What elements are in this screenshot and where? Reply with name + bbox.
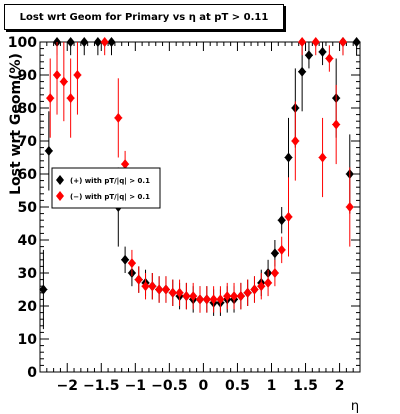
chart-title-box: Lost wrt Geom for Primary vs η at pT > 0… (4, 4, 284, 30)
y-axis-label: Lost wrt Geom(%) (8, 53, 24, 195)
data-series (39, 37, 361, 330)
legend-label: (+) with pT/|q| > 0.1 (70, 177, 150, 186)
y-tick-label: 100 (8, 35, 37, 51)
x-axis-ticks: −2 −1.5 −1 −0.5 0 0.5 1 1.5 2 (46, 42, 361, 394)
data-point (291, 136, 300, 146)
data-point (161, 284, 170, 295)
data-point (209, 294, 218, 305)
data-point (298, 37, 307, 47)
x-tick-label: 1.5 (293, 378, 318, 394)
legend-label: (−) with pT/|q| > 0.1 (70, 193, 150, 202)
data-point (141, 281, 150, 292)
chart-title: Lost wrt Geom for Primary vs η at pT > 0… (19, 11, 269, 23)
data-point (66, 93, 75, 104)
data-point (127, 258, 136, 269)
data-point (298, 66, 307, 77)
data-point (39, 284, 48, 295)
data-point (277, 244, 286, 255)
y-tick-label: 20 (18, 299, 38, 315)
data-point (345, 202, 354, 212)
x-axis-label: η (351, 399, 359, 414)
data-point (93, 37, 102, 47)
x-tick-label: 2 (335, 378, 345, 394)
data-point (202, 294, 211, 305)
data-point (196, 294, 204, 305)
data-point (264, 277, 273, 288)
y-tick-label: 80 (18, 101, 38, 117)
x-tick-label: −2 (56, 378, 77, 394)
data-point (284, 211, 293, 222)
data-point (243, 287, 252, 298)
data-point (121, 254, 130, 265)
data-point (325, 53, 334, 64)
data-point (100, 37, 109, 47)
data-point (175, 287, 184, 298)
legend-box (51, 167, 161, 209)
data-point (277, 215, 286, 226)
y-tick-label: 60 (18, 167, 38, 183)
y-tick-label: 10 (18, 332, 38, 348)
data-point (134, 274, 143, 285)
data-point (230, 291, 239, 302)
data-point (148, 281, 157, 292)
data-point (250, 284, 259, 295)
data-point (155, 284, 164, 295)
data-point (107, 37, 116, 47)
data-point (311, 37, 320, 47)
data-point (318, 152, 327, 163)
x-tick-label: −1.5 (83, 378, 120, 394)
data-point (332, 119, 341, 130)
data-point (223, 291, 232, 302)
data-point (257, 281, 266, 292)
data-point (66, 37, 75, 47)
x-tick-label: −0.5 (151, 378, 188, 394)
y-axis-ticks: 0 10 20 30 40 50 60 70 80 90 100 (8, 35, 360, 381)
data-point (114, 112, 123, 123)
data-point (189, 291, 198, 302)
legend-marker (56, 191, 64, 201)
data-point (46, 93, 55, 104)
data-point (44, 145, 53, 156)
y-tick-label: 30 (18, 266, 38, 282)
y-tick-label: 50 (18, 200, 38, 216)
data-point (352, 37, 361, 47)
y-tick-label: 0 (27, 365, 37, 381)
data-point (80, 37, 89, 47)
y-tick-label: 70 (18, 134, 38, 150)
data-point (182, 291, 191, 302)
data-point (304, 50, 313, 61)
data-point (236, 291, 245, 302)
x-tick-label: 0.5 (225, 378, 250, 394)
x-tick-label: 1 (267, 378, 277, 394)
series-2 (46, 37, 354, 313)
data-point (168, 287, 177, 298)
data-point (121, 159, 130, 170)
data-point (59, 76, 68, 87)
data-point (53, 70, 62, 80)
data-point (270, 248, 279, 259)
data-point (73, 70, 82, 80)
data-point (270, 268, 279, 278)
y-tick-label: 40 (18, 233, 38, 249)
legend-marker (56, 175, 64, 185)
x-tick-label: 0 (199, 378, 209, 394)
y-tick-label: 90 (18, 68, 38, 84)
data-point (338, 37, 347, 47)
legend: (+) with pT/|q| > 0.1 (−) with pT/|q| > 0… (51, 167, 161, 209)
data-point (284, 152, 293, 163)
data-point (318, 46, 327, 57)
x-tick-label: −1 (125, 378, 146, 394)
data-point (216, 294, 225, 305)
